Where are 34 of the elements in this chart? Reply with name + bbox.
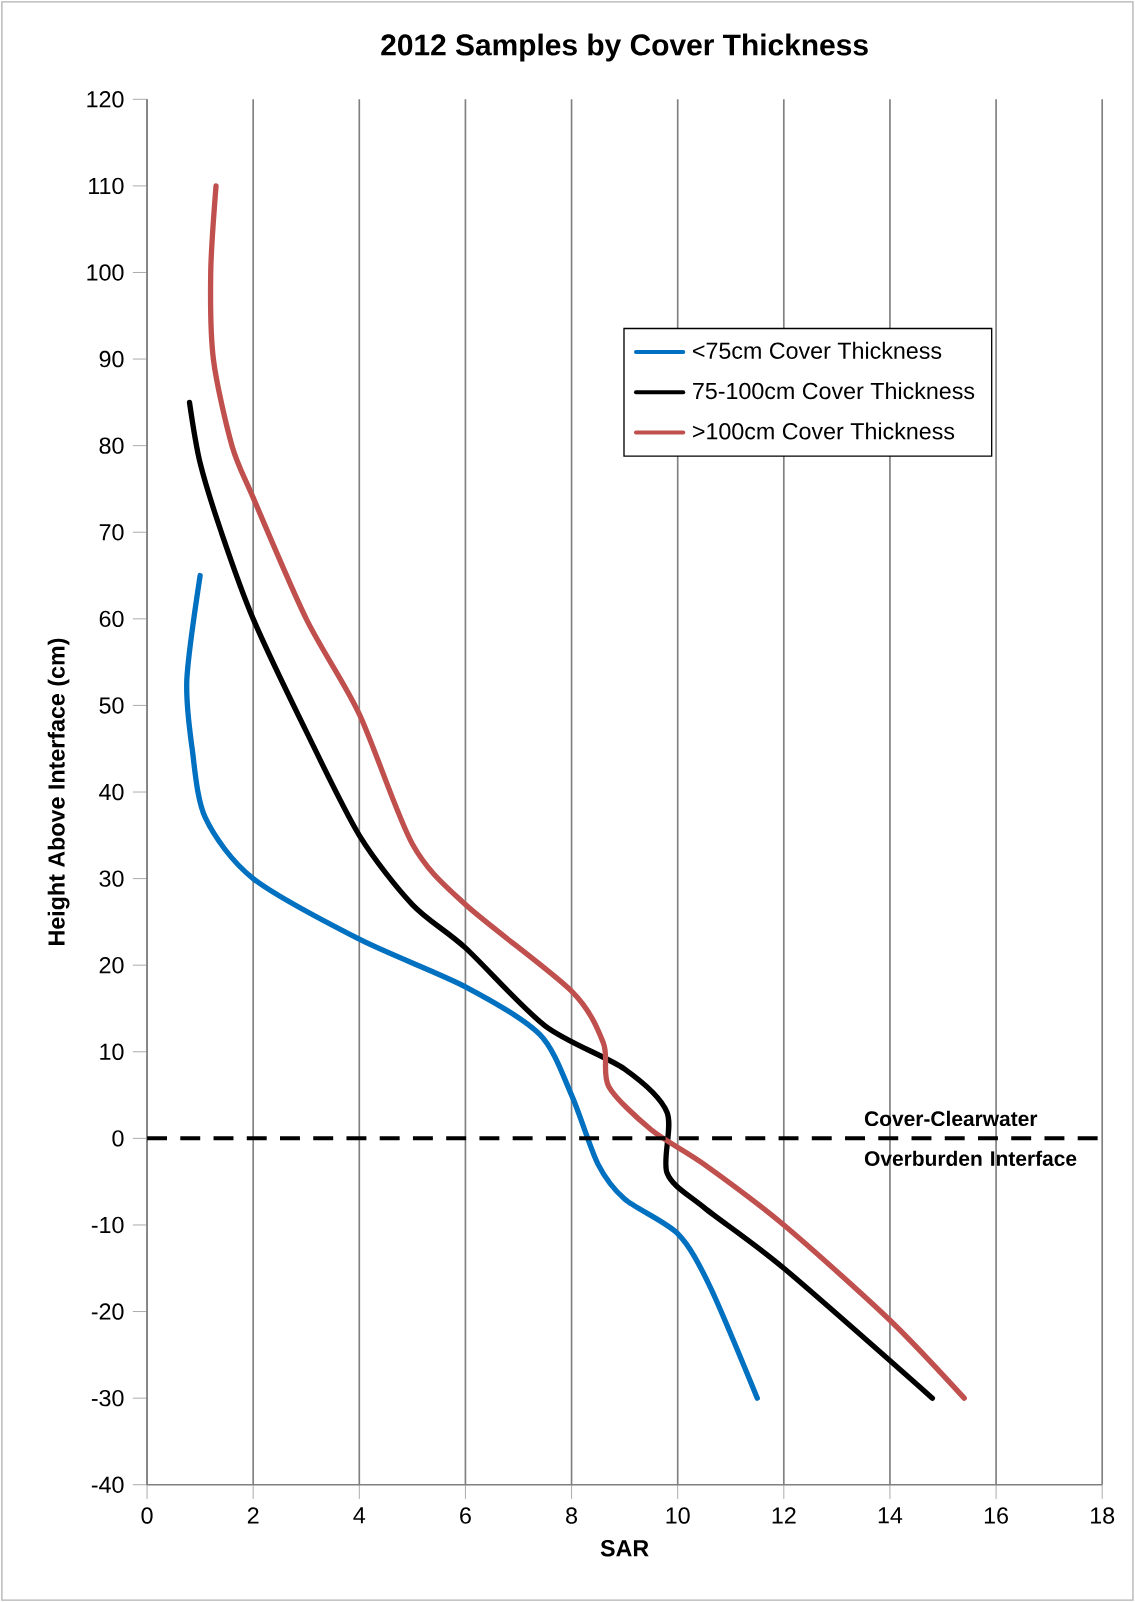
y-tick-label: 30: [99, 870, 124, 887]
y-tick-label: 120: [87, 91, 124, 108]
y-tick-label: 40: [99, 783, 124, 801]
x-tick-label: 12: [772, 1507, 796, 1524]
legend-label: >100cm Cover Thickness: [693, 422, 955, 440]
y-tick-label: -10: [91, 1216, 124, 1234]
y-tick-label: 100: [87, 264, 124, 281]
y-tick-label: 70: [99, 524, 124, 541]
x-tick-label: 16: [984, 1507, 1009, 1524]
y-tick-label: 50: [99, 697, 124, 714]
x-tick-label: 10: [666, 1507, 690, 1524]
x-tick-label: 14: [878, 1507, 903, 1524]
x-tick-label: 6: [460, 1507, 471, 1524]
y-tick-label: -20: [91, 1303, 124, 1320]
y-tick-label: -40: [91, 1476, 124, 1493]
y-tick-label: 60: [99, 610, 124, 628]
chart-title: 2012 Samples by Cover Thickness: [381, 33, 868, 62]
y-tick-label: 0: [112, 1130, 124, 1147]
y-axis-title: Height Above Interface (cm): [47, 638, 70, 945]
y-tick-label: 80: [99, 437, 124, 454]
x-tick-label: 18: [1091, 1507, 1115, 1524]
legend-label: 75-100cm Cover Thickness: [693, 382, 975, 400]
y-tick-label: 110: [89, 177, 124, 195]
x-tick-label: 4: [353, 1507, 366, 1524]
x-tick-label: 8: [566, 1507, 578, 1524]
ref-line-label: Cover-Clearwater Overburden Interface: [864, 1110, 1077, 1166]
x-axis-title: SAR: [600, 1540, 649, 1557]
x-tick-label: 0: [141, 1507, 153, 1524]
y-tick-label: 10: [100, 1043, 124, 1060]
x-tick-label: 2: [247, 1507, 259, 1524]
y-tick-label: -30: [91, 1389, 124, 1407]
legend-label: <75cm Cover Thickness: [693, 341, 942, 359]
y-tick-label: 90: [99, 350, 124, 368]
y-tick-label: 20: [99, 956, 124, 974]
